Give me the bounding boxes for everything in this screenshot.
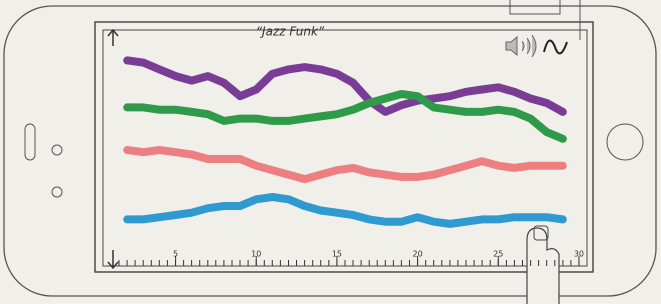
chart-title: “Jazz Funk” (256, 25, 325, 39)
sketch: “Jazz Funk” 5 10 15 20 25 30 (0, 0, 661, 304)
x-tick-label: 5 (173, 250, 178, 259)
x-tick-label: 20 (413, 250, 423, 259)
x-tick-label: 15 (332, 250, 342, 259)
x-tick-label: 30 (574, 250, 584, 259)
paper (0, 0, 661, 304)
x-tick-label: 25 (493, 250, 503, 259)
x-tick-label: 10 (251, 250, 261, 259)
